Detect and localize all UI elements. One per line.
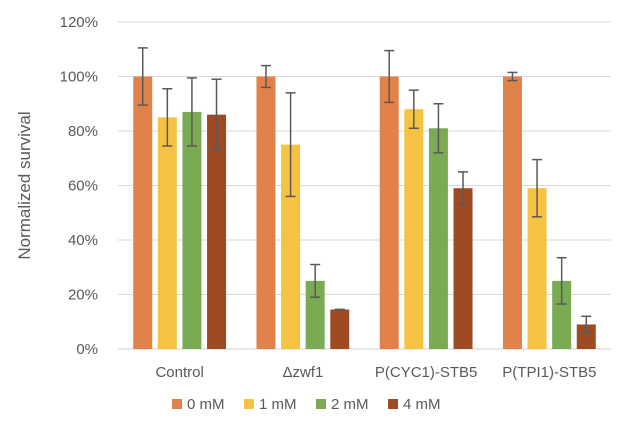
bar bbox=[379, 76, 399, 349]
y-tick-label: 80% bbox=[68, 123, 98, 140]
y-tick-label: 20% bbox=[68, 287, 98, 304]
legend-swatch bbox=[316, 399, 326, 409]
legend-label: 4 mM bbox=[403, 396, 441, 413]
bar bbox=[576, 324, 596, 349]
bar bbox=[330, 309, 350, 349]
legend-label: 2 mM bbox=[331, 396, 369, 413]
bar bbox=[502, 76, 522, 349]
y-tick-label: 0% bbox=[76, 341, 98, 358]
x-category-label: P(TPI1)-STB5 bbox=[502, 364, 596, 381]
y-tick-label: 40% bbox=[68, 232, 98, 249]
y-tick-label: 120% bbox=[60, 14, 98, 31]
bar bbox=[133, 76, 153, 349]
y-axis-title: Normalized survival bbox=[15, 111, 34, 259]
bar bbox=[404, 109, 424, 349]
y-tick-label: 60% bbox=[68, 178, 98, 195]
legend-label: 1 mM bbox=[259, 396, 297, 413]
bar bbox=[453, 188, 473, 349]
y-tick-label: 100% bbox=[60, 69, 98, 86]
legend-swatch bbox=[244, 399, 254, 409]
bar bbox=[527, 188, 547, 349]
bar bbox=[552, 280, 572, 349]
legend-label: 0 mM bbox=[187, 396, 225, 413]
bar bbox=[256, 76, 276, 349]
legend-swatch bbox=[388, 399, 398, 409]
bar bbox=[207, 114, 227, 350]
x-category-label: P(CYC1)-STB5 bbox=[375, 364, 478, 381]
legend-swatch bbox=[172, 399, 182, 409]
bar bbox=[428, 128, 448, 349]
x-category-label: Control bbox=[155, 364, 203, 381]
x-category-label: Δzwf1 bbox=[282, 364, 323, 381]
bar bbox=[157, 117, 177, 349]
bar bbox=[182, 111, 202, 349]
